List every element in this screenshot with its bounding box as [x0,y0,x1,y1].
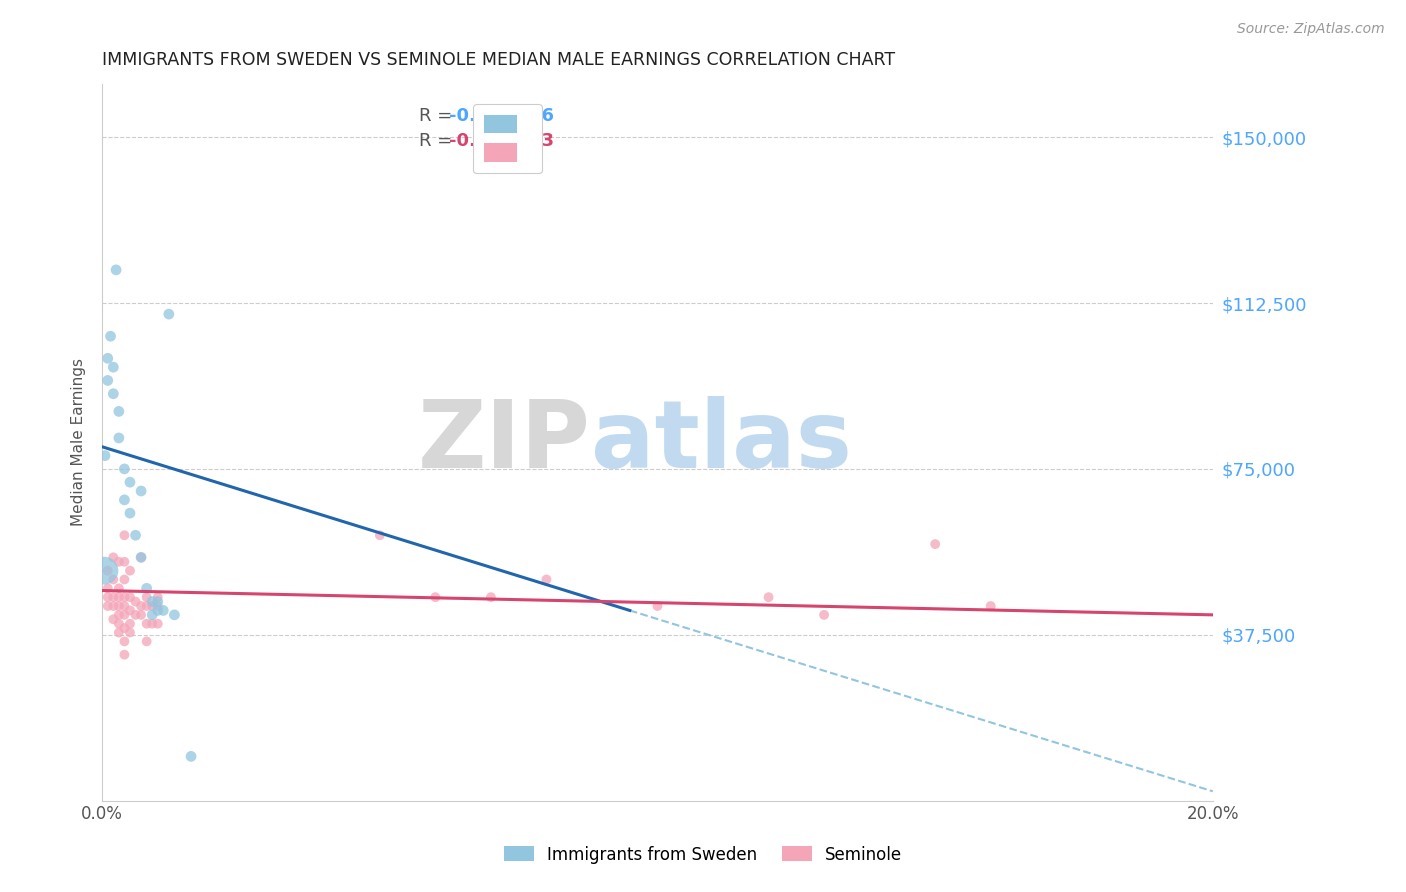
Point [146,616,169,631]
Point [146,603,169,617]
Point [112,528,135,542]
Point [118,616,141,631]
Point [112,573,135,587]
Point [112,590,135,604]
Point [118,475,141,490]
Point [129,550,152,565]
Point [146,590,169,604]
Point [141,594,163,608]
Point [97,374,120,388]
Point [97,599,120,613]
Text: R =: R = [419,132,458,151]
Point [368,528,391,542]
Point [124,528,146,542]
Point [93,564,115,578]
Point [129,483,152,498]
Point [108,599,131,613]
Point [129,607,152,622]
Point [135,634,157,648]
Point [157,307,180,321]
Point [141,616,163,631]
Point [103,612,125,626]
Point [135,590,157,604]
Point [924,537,946,551]
Point [163,607,186,622]
Point [112,607,135,622]
Point [118,564,141,578]
Point [108,590,131,604]
Point [124,594,146,608]
Point [758,590,780,604]
Legend: , : , [474,103,541,173]
Point [112,599,135,613]
Point [108,616,131,631]
Point [813,607,835,622]
Point [118,506,141,520]
Text: atlas: atlas [591,396,852,489]
Point [108,607,131,622]
Point [425,590,447,604]
Point [479,590,502,604]
Point [124,607,146,622]
Point [108,431,131,445]
Point [112,462,135,476]
Point [118,625,141,640]
Point [112,634,135,648]
Point [152,603,174,617]
Point [135,582,157,596]
Point [103,590,125,604]
Point [97,564,120,578]
Text: ZIP: ZIP [418,396,591,489]
Point [97,590,120,604]
Point [108,555,131,569]
Point [103,386,125,401]
Point [108,404,131,418]
Point [112,648,135,662]
Point [980,599,1002,613]
Text: R =: R = [419,107,458,126]
Point [536,573,558,587]
Point [129,550,152,565]
Point [135,616,157,631]
Point [141,599,163,613]
Point [146,599,169,613]
Text: N =: N = [496,132,548,151]
Y-axis label: Median Male Earnings: Median Male Earnings [72,359,86,526]
Point [94,449,117,463]
Point [118,603,141,617]
Point [141,607,163,622]
Point [105,263,128,277]
Text: 26: 26 [530,107,555,126]
Point [103,360,125,375]
Point [112,555,135,569]
Text: Source: ZipAtlas.com: Source: ZipAtlas.com [1237,22,1385,37]
Text: N =: N = [496,107,548,126]
Point [100,329,122,343]
Point [108,582,131,596]
Point [129,599,152,613]
Text: 53: 53 [530,132,555,151]
Point [103,599,125,613]
Point [180,749,202,764]
Point [118,590,141,604]
Point [135,599,157,613]
Point [97,582,120,596]
Point [112,621,135,635]
Legend: Immigrants from Sweden, Seminole: Immigrants from Sweden, Seminole [496,839,910,871]
Point [97,351,120,366]
Point [103,550,125,565]
Text: -0.368: -0.368 [449,107,513,126]
Text: -0.200: -0.200 [449,132,513,151]
Point [146,594,169,608]
Text: IMMIGRANTS FROM SWEDEN VS SEMINOLE MEDIAN MALE EARNINGS CORRELATION CHART: IMMIGRANTS FROM SWEDEN VS SEMINOLE MEDIA… [103,51,896,69]
Point [112,492,135,507]
Point [108,625,131,640]
Point [103,573,125,587]
Point [647,599,669,613]
